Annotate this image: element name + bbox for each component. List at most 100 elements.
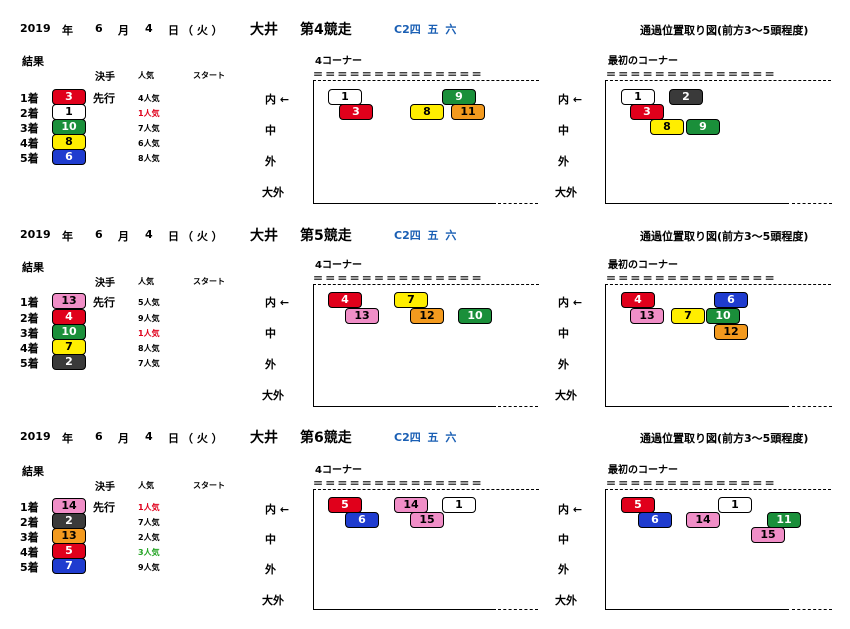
finisher-horse-badge: 10 <box>52 324 86 340</box>
horse-badge: 7 <box>394 292 428 308</box>
lane-outer-label: 外 <box>265 155 276 168</box>
first-corner-dashes: ＝＝＝＝＝＝＝＝＝＝＝＝＝＝ <box>606 70 777 81</box>
finisher-popularity: 9人気 <box>138 563 160 572</box>
corner4-label: 4コーナー <box>315 465 362 476</box>
horse-badge: 9 <box>686 119 720 135</box>
horse-badge: 13 <box>345 308 379 324</box>
finisher-rank: 5着 <box>20 561 39 574</box>
lane-outer-label: 外 <box>558 563 569 576</box>
finisher-rank: 2着 <box>20 312 39 325</box>
track-top-line <box>313 80 539 81</box>
header-winning-move: 決手 <box>95 482 115 493</box>
race-date: 2019 年 6 月 4 日 （ 火 ） <box>20 22 223 37</box>
lane-inner-label: 内 ← <box>558 296 583 309</box>
finisher-rank: 2着 <box>20 516 39 529</box>
header-popularity: 人気 <box>138 481 154 490</box>
race-class: C2四 五 六 <box>394 431 457 444</box>
horse-badge: 9 <box>442 89 476 105</box>
lane-outer-label: 外 <box>265 563 276 576</box>
race-date: 2019 年 6 月 4 日 （ 火 ） <box>20 228 223 243</box>
lane-far-outer-label: 大外 <box>555 389 577 402</box>
lane-inner-label: 内 ← <box>558 503 583 516</box>
track-bottom-dash <box>498 203 538 204</box>
finisher-horse-badge: 2 <box>52 354 86 370</box>
header-start: スタート <box>193 277 225 286</box>
horse-badge: 3 <box>630 104 664 120</box>
results-label: 結果 <box>22 465 44 478</box>
horse-badge: 5 <box>328 497 362 513</box>
finisher-horse-badge: 1 <box>52 104 86 120</box>
finisher-rank: 3着 <box>20 122 39 135</box>
track-box <box>313 489 496 610</box>
finisher-popularity: 5人気 <box>138 298 160 307</box>
finisher-rank: 4着 <box>20 546 39 559</box>
horse-badge: 13 <box>630 308 664 324</box>
finisher-popularity: 8人気 <box>138 344 160 353</box>
track-box <box>605 284 789 407</box>
horse-badge: 10 <box>706 308 740 324</box>
header-start: スタート <box>193 71 225 80</box>
race-date: 2019 年 6 月 4 日 （ 火 ） <box>20 430 223 445</box>
first-corner-label: 最初のコーナー <box>608 260 678 271</box>
finisher-popularity: 9人気 <box>138 314 160 323</box>
first-corner-label: 最初のコーナー <box>608 465 678 476</box>
finisher-popularity: 6人気 <box>138 139 160 148</box>
corner4-dashes: ＝＝＝＝＝＝＝＝＝＝＝＝＝＝ <box>313 479 484 490</box>
lane-far-outer-label: 大外 <box>555 594 577 607</box>
diagram-title: 通過位置取り図(前方3～5頭程度) <box>640 24 809 37</box>
finisher-horse-badge: 6 <box>52 149 86 165</box>
finisher-horse-badge: 5 <box>52 543 86 559</box>
race-class: C2四 五 六 <box>394 23 457 36</box>
horse-badge: 1 <box>718 497 752 513</box>
finisher-rank: 1着 <box>20 296 39 309</box>
track-box <box>313 80 496 204</box>
venue-name: 大井 <box>250 430 278 446</box>
lane-inner-label: 内 ← <box>265 503 290 516</box>
finisher-rank: 1着 <box>20 92 39 105</box>
horse-badge: 4 <box>621 292 655 308</box>
diagram-title: 通過位置取り図(前方3～5頭程度) <box>640 432 809 445</box>
header-popularity: 人気 <box>138 277 154 286</box>
horse-badge: 14 <box>686 512 720 528</box>
track-top-line <box>605 489 831 490</box>
finisher-popularity: 7人気 <box>138 124 160 133</box>
lane-outer-label: 外 <box>558 155 569 168</box>
finisher-tactic: 先行 <box>93 92 115 105</box>
track-top-line <box>605 284 831 285</box>
finisher-tactic: 先行 <box>93 296 115 309</box>
finisher-popularity: 1人気 <box>138 329 160 338</box>
horse-badge: 1 <box>442 497 476 513</box>
lane-outer-label: 外 <box>265 358 276 371</box>
finisher-horse-badge: 14 <box>52 498 86 514</box>
finisher-rank: 3着 <box>20 531 39 544</box>
venue-name: 大井 <box>250 228 278 244</box>
finisher-popularity: 3人気 <box>138 548 160 557</box>
header-start: スタート <box>193 481 225 490</box>
lane-middle-label: 中 <box>558 533 569 546</box>
results-label: 結果 <box>22 55 44 68</box>
race-class: C2四 五 六 <box>394 229 457 242</box>
track-box <box>605 489 789 610</box>
finisher-rank: 1着 <box>20 501 39 514</box>
horse-badge: 6 <box>345 512 379 528</box>
finisher-horse-badge: 3 <box>52 89 86 105</box>
finisher-horse-badge: 7 <box>52 339 86 355</box>
finisher-popularity: 4人気 <box>138 94 160 103</box>
lane-inner-label: 内 ← <box>558 93 583 106</box>
track-top-line <box>605 80 831 81</box>
horse-badge: 12 <box>714 324 748 340</box>
horse-badge: 14 <box>394 497 428 513</box>
horse-badge: 2 <box>669 89 703 105</box>
lane-inner-label: 内 ← <box>265 93 290 106</box>
race-section-3: 2019 年 6 月 4 日 （ 火 ） 大井 第6競走 C2四 五 六 通過位… <box>0 408 850 613</box>
horse-badge: 4 <box>328 292 362 308</box>
track-bottom-dash <box>498 406 538 407</box>
race-number: 第4競走 <box>300 22 352 38</box>
lane-far-outer-label: 大外 <box>555 186 577 199</box>
finisher-horse-badge: 13 <box>52 293 86 309</box>
finisher-popularity: 8人気 <box>138 154 160 163</box>
finisher-rank: 4着 <box>20 137 39 150</box>
track-box <box>605 80 789 204</box>
results-label: 結果 <box>22 261 44 274</box>
corner4-label: 4コーナー <box>315 260 362 271</box>
